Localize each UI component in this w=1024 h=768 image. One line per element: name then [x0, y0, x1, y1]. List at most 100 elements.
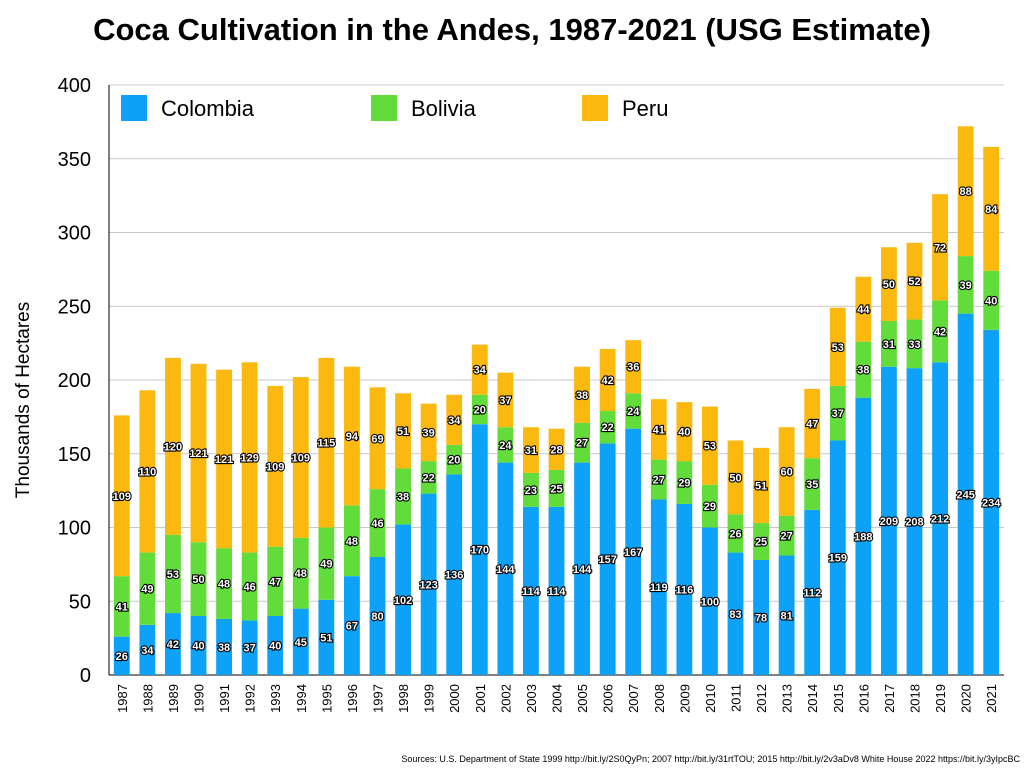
data-label-bolivia: 26 — [729, 528, 741, 540]
x-tick-label: 2003 — [524, 684, 539, 713]
x-tick-label: 1993 — [268, 684, 283, 713]
bar-colombia — [471, 424, 488, 675]
bar-bolivia — [881, 321, 897, 367]
data-label-bolivia: 27 — [576, 438, 588, 450]
bar-peru — [344, 366, 360, 506]
data-label-colombia: 119 — [650, 582, 668, 594]
bar-peru — [650, 399, 667, 460]
data-label-bolivia: 42 — [934, 326, 946, 338]
legend-swatch-colombia — [121, 95, 147, 121]
bar-colombia — [650, 499, 667, 675]
data-label-peru: 129 — [240, 452, 258, 464]
data-label-peru: 53 — [832, 342, 844, 354]
bar-bolivia — [113, 576, 130, 637]
data-label-bolivia: 46 — [371, 518, 383, 530]
data-label-peru: 72 — [934, 242, 946, 254]
x-tick-label: 2011 — [729, 684, 744, 712]
x-tick-label: 2016 — [856, 684, 871, 713]
data-label-bolivia: 25 — [550, 483, 562, 495]
bar-colombia — [702, 527, 718, 675]
data-label-bolivia: 53 — [167, 569, 179, 581]
data-label-colombia: 114 — [548, 586, 567, 598]
x-tick-label: 1998 — [396, 684, 411, 713]
bar-bolivia — [241, 552, 258, 621]
data-label-colombia: 45 — [295, 637, 307, 649]
data-label-peru: 88 — [960, 186, 972, 198]
x-tick-label: 1992 — [243, 684, 258, 713]
data-label-colombia: 208 — [905, 517, 923, 529]
bar-bolivia — [855, 341, 872, 398]
y-axis-label: Thousands of Hectares — [13, 302, 34, 498]
data-label-bolivia: 46 — [244, 582, 256, 594]
bar-colombia — [599, 443, 616, 675]
bar-bolivia — [292, 537, 309, 609]
data-label-peru: 44 — [857, 304, 870, 316]
bar-bolivia — [778, 515, 795, 556]
data-label-bolivia: 38 — [857, 365, 869, 377]
bar-bolivia — [548, 469, 565, 507]
x-tick-label: 1995 — [319, 684, 334, 713]
data-label-peru: 94 — [346, 431, 359, 443]
bar-colombia — [855, 397, 872, 675]
bar-peru — [881, 247, 897, 321]
data-label-colombia: 51 — [320, 632, 332, 644]
bar-bolivia — [957, 256, 974, 314]
data-label-bolivia: 49 — [141, 584, 153, 596]
bar-peru — [855, 276, 872, 342]
data-label-colombia: 159 — [829, 553, 847, 565]
bar-colombia — [497, 462, 514, 675]
data-label-bolivia: 39 — [960, 280, 972, 292]
x-tick-label: 2000 — [447, 684, 462, 713]
data-label-peru: 41 — [653, 424, 665, 436]
y-tick-label: 250 — [58, 296, 91, 318]
bar-colombia — [139, 624, 156, 675]
data-label-colombia: 157 — [598, 554, 616, 566]
data-label-colombia: 112 — [803, 587, 821, 599]
data-label-colombia: 209 — [880, 516, 898, 528]
data-label-colombia: 167 — [624, 547, 642, 559]
x-tick-label: 2009 — [677, 684, 692, 713]
data-label-bolivia: 27 — [781, 531, 793, 543]
bar-peru — [829, 307, 846, 386]
bar-colombia — [420, 493, 437, 675]
data-label-colombia: 245 — [956, 489, 974, 501]
data-label-bolivia: 38 — [397, 492, 409, 504]
data-label-peru: 51 — [755, 480, 767, 492]
x-tick-label: 1996 — [345, 684, 360, 713]
y-tick-label: 0 — [80, 665, 91, 687]
data-label-peru: 109 — [113, 491, 131, 503]
data-label-peru: 53 — [704, 441, 716, 453]
data-label-bolivia: 33 — [908, 339, 920, 351]
data-label-colombia: 42 — [167, 639, 179, 651]
data-label-peru: 28 — [550, 444, 562, 456]
data-label-peru: 34 — [448, 415, 461, 427]
bar-colombia — [625, 428, 642, 675]
x-tick-label: 1994 — [294, 684, 309, 713]
data-label-colombia: 114 — [522, 586, 541, 598]
bar-colombia — [804, 509, 821, 675]
x-tick-label: 1988 — [140, 684, 155, 713]
bar-colombia — [548, 506, 565, 675]
bar-peru — [165, 357, 181, 535]
data-label-bolivia: 22 — [423, 472, 435, 484]
bar-colombia — [957, 313, 974, 675]
data-label-bolivia: 29 — [704, 501, 716, 513]
bar-bolivia — [983, 270, 1000, 330]
data-label-bolivia: 35 — [806, 479, 818, 491]
bar-colombia — [932, 362, 948, 675]
x-tick-label: 2006 — [601, 684, 616, 713]
data-label-bolivia: 41 — [116, 601, 128, 613]
legend-label-colombia: Colombia — [161, 96, 255, 121]
bar-bolivia — [753, 523, 769, 560]
bar-peru — [216, 369, 232, 549]
data-label-bolivia: 40 — [985, 295, 997, 307]
data-label-peru: 40 — [678, 427, 690, 439]
bar-bolivia — [216, 548, 232, 619]
data-label-colombia: 136 — [445, 570, 463, 582]
data-label-peru: 120 — [164, 441, 182, 453]
bar-peru — [420, 403, 437, 462]
bar-peru — [599, 349, 616, 411]
bar-bolivia — [702, 484, 718, 528]
data-label-colombia: 40 — [192, 641, 204, 653]
x-tick-label: 1991 — [217, 684, 232, 713]
